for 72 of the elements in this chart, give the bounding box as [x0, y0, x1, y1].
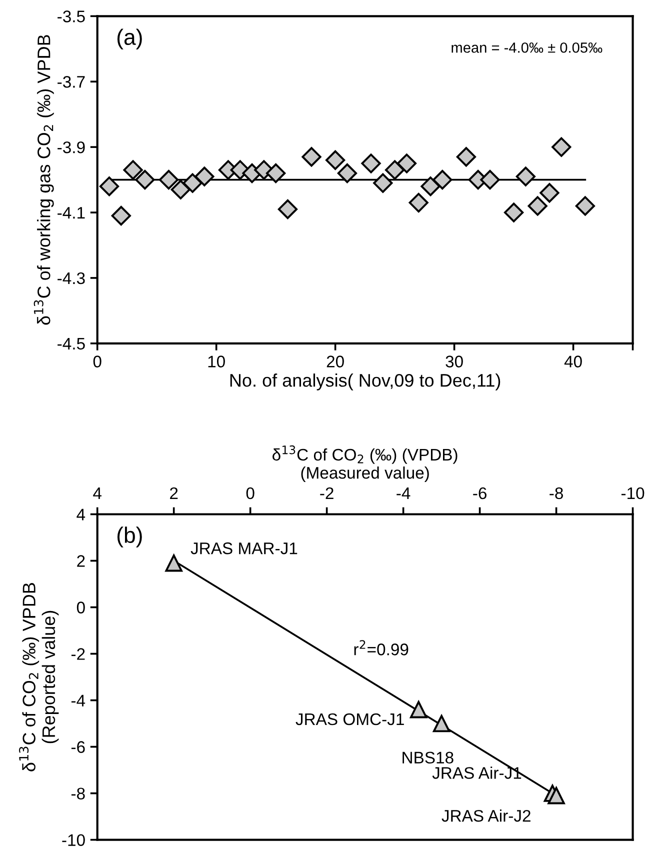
y-tick-label: -2 [71, 648, 85, 660]
point [552, 137, 572, 157]
point [373, 173, 393, 193]
y-tick-label: -3.5 [58, 10, 85, 22]
point [384, 160, 405, 180]
x-tick-label: 40 [564, 356, 582, 368]
y-tick-label: 4 [76, 508, 86, 520]
annotation: JRAS Air-J1 [432, 766, 522, 779]
point [396, 154, 417, 174]
y-tick-label: -8 [71, 788, 85, 800]
point [432, 714, 450, 732]
x-tick-label: -6 [473, 487, 486, 500]
point [158, 170, 179, 190]
y-tick-label: -10 [62, 834, 85, 846]
point [278, 199, 298, 220]
annotation: JRAS Air-J2 [442, 810, 530, 822]
y-tick-label: -4.5 [58, 338, 85, 350]
point [504, 202, 524, 222]
point [548, 787, 565, 804]
y-tick-label: -6 [71, 741, 85, 753]
x-axis-title: δ$^{13}$C of CO$_{2}$ (‰) (VPDB) (Measured value) [272, 445, 458, 482]
x-tick-label: -4 [396, 488, 410, 499]
point [528, 196, 548, 216]
point [135, 170, 155, 190]
y-tick-label: -3.7 [58, 76, 85, 88]
x-tick-label: 0 [246, 487, 254, 500]
point [575, 196, 595, 216]
point [516, 166, 536, 186]
x-tick-label: -2 [320, 487, 334, 499]
point [266, 163, 286, 184]
y-tick-label: -4.3 [58, 272, 85, 284]
point [480, 170, 500, 190]
x-tick-label: -8 [550, 487, 563, 500]
annotation: JRAS OMC-J1 [296, 713, 404, 726]
y-axis-title: δ$^{13}$C of working gas CO$_{2}$ (‰) VPDB [34, 35, 54, 325]
point [456, 147, 476, 167]
point [408, 192, 428, 212]
annotation: NBS18 [402, 752, 454, 764]
point [420, 176, 440, 196]
y-tick-label: 0 [76, 602, 85, 614]
x-tick-label: 4 [93, 488, 102, 499]
point [410, 700, 428, 718]
x-tick-label: 20 [326, 356, 344, 368]
point [361, 154, 381, 174]
x-tick-label: 10 [208, 356, 225, 368]
point [302, 147, 322, 167]
annotation: (b) [117, 526, 142, 548]
point [170, 180, 190, 200]
annotation: mean = -4.0‰ ± 0.05‰ [452, 42, 602, 53]
y-tick-label: -4 [71, 694, 86, 706]
point [182, 173, 202, 193]
point [99, 176, 120, 196]
point [194, 166, 214, 186]
point [432, 170, 452, 190]
x-tick-label: 0 [93, 356, 102, 368]
point [337, 163, 358, 184]
point [540, 183, 560, 203]
x-tick-label: 30 [446, 356, 463, 368]
y-axis-title: δ$^{13}$C of CO$_{2}$ (‰) VPDB (Reported value) [19, 583, 59, 772]
y-tick-label: -4.1 [58, 207, 85, 219]
point [326, 150, 346, 170]
point [165, 554, 182, 572]
x-tick-label: 2 [170, 487, 178, 499]
y-tick-label: -3.9 [58, 141, 85, 154]
annotation: JRAS MAR-J1 [190, 542, 298, 554]
point [111, 206, 131, 226]
annotation: (a) [117, 28, 142, 50]
x-axis-title: No. of analysis( Nov,09 to Dec,11) [230, 374, 500, 390]
y-tick-label: 2 [77, 555, 85, 567]
point [123, 160, 143, 180]
annotation: r$^{2}$=0.99 [354, 640, 408, 656]
x-tick-label: -10 [621, 487, 644, 500]
